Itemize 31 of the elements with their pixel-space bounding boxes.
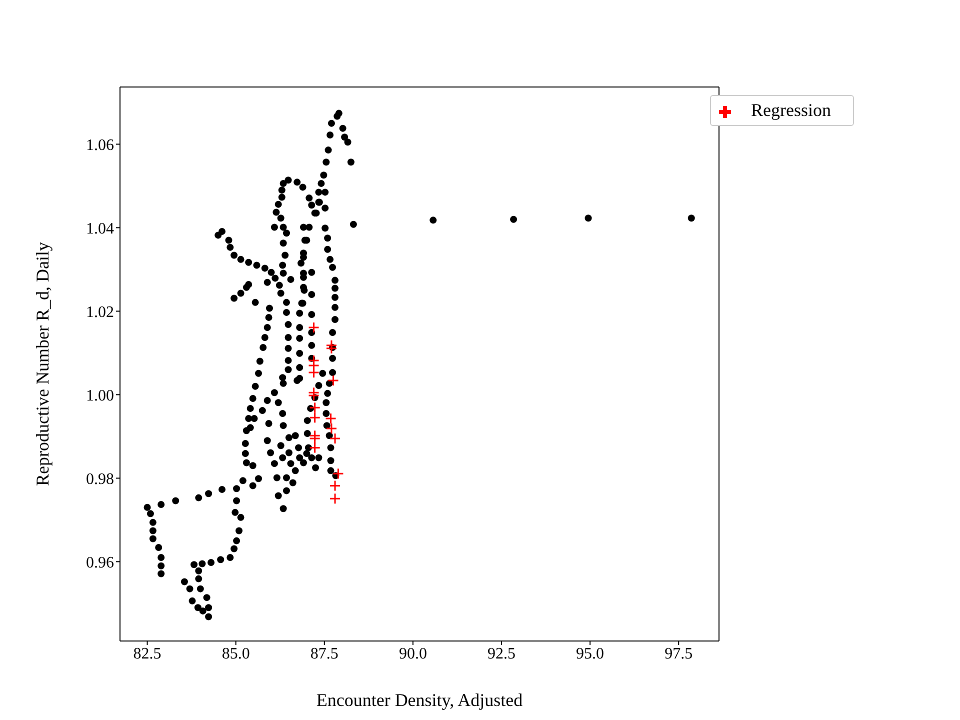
y-tick-label: 1.04 (86, 220, 114, 238)
point (309, 432, 321, 444)
y-tick-label: 1.06 (86, 136, 114, 154)
y-tick-label: 0.96 (86, 554, 114, 572)
x-tick-label: 97.5 (664, 645, 693, 662)
y-tick-label: 0.98 (86, 470, 114, 488)
y-axis-title: Reproductive Number R_d, Daily (32, 242, 52, 486)
x-tick-label: 82.5 (133, 645, 162, 662)
point (329, 480, 341, 492)
x-tick-label: 90.0 (398, 645, 427, 662)
point (308, 322, 320, 334)
x-tick-label: 95.0 (576, 645, 604, 662)
point (309, 412, 321, 424)
point (326, 342, 338, 354)
point (309, 442, 321, 454)
x-tick-label: 92.5 (488, 645, 516, 662)
point (332, 468, 344, 480)
x-tick-label: 85.0 (222, 645, 250, 662)
point (308, 366, 320, 378)
y-tick-label: 1.02 (86, 304, 114, 321)
point (326, 422, 338, 434)
point (309, 402, 321, 414)
point (308, 390, 320, 402)
legend-label: Regression (751, 100, 831, 120)
point (329, 432, 341, 444)
point (325, 412, 337, 424)
x-tick-label: 87.5 (310, 645, 338, 662)
point (329, 492, 341, 504)
y-tick-label: 1.00 (86, 387, 114, 404)
x-axis-title: Encounter Density, Adjusted (316, 690, 523, 710)
point (327, 374, 339, 386)
